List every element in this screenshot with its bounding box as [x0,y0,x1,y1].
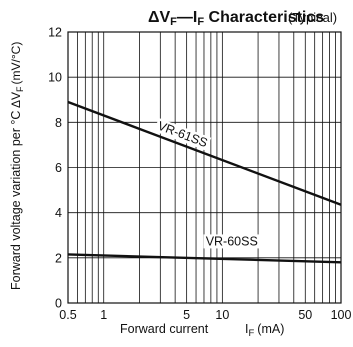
chart-title: ΔVF—IF Characteristics [148,9,324,28]
plot-frame [67,31,342,304]
series-label-background [203,234,260,249]
series-label-background [153,117,212,151]
y-tick-label: 10 [48,71,62,85]
y-unit-sub: F [15,86,25,92]
x-axis-unit: IF (mA) [245,322,284,339]
x-axis-label: Forward current [120,322,209,336]
title-rest: Characteristics [204,9,324,26]
y-axis-unit-group: ΔVF(mV/°C) [9,42,25,108]
x-unit-text: (mA) [257,322,284,336]
x-tick-label: 100 [331,308,352,322]
y-tick-label: 8 [55,116,62,130]
series-label-vr-60ss: VR-60SS [206,234,258,248]
y-tick-label: 6 [55,161,62,175]
x-unit-symbol: I [245,322,248,336]
y-axis-label: Forward voltage variation per °C [9,111,23,290]
x-tick-label: 10 [215,308,229,322]
y-tick-label: 0 [55,297,62,311]
y-unit-symbol: ΔV [9,92,23,108]
y-tick-label: 12 [48,26,62,40]
series-line-vr-60ss [67,253,342,264]
chart-subtitle: (Typical) [288,10,337,25]
title-dash-i: —I [177,9,197,26]
title-sub-f2: F [197,16,204,28]
x-tick-label: 5 [183,308,190,322]
y-tick-label: 4 [55,206,62,220]
x-tick-label: 0.5 [59,308,76,322]
title-delta-v: ΔV [148,9,171,26]
series-line-vr-61ss [67,100,342,206]
x-tick-label: 50 [298,308,312,322]
y-axis-unit: ΔVF(mV/°C) [9,42,25,108]
x-unit-sub: F [248,328,254,339]
x-tick-labels: 0.5 1 5 10 50 100 [59,308,351,322]
title-sub-f1: F [170,16,177,28]
y-tick-label: 2 [55,251,62,265]
y-axis-label-group: Forward voltage variation per °C [9,111,23,290]
y-tick-labels: 0 2 4 6 8 10 12 [48,26,62,311]
y-unit-text: (mV/°C) [9,42,23,85]
x-tick-label: 1 [100,308,107,322]
